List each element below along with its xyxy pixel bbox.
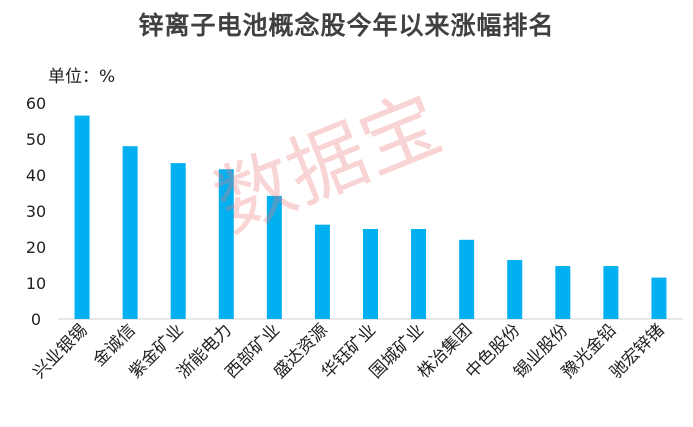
- y-tick-label: 40: [26, 166, 46, 185]
- bar: [651, 277, 667, 319]
- y-tick-label: 60: [26, 94, 46, 113]
- y-tick-label: 30: [26, 202, 46, 221]
- bar: [363, 229, 378, 319]
- y-tick-label: 20: [26, 238, 46, 257]
- bar: [266, 195, 282, 319]
- bar: [122, 146, 138, 319]
- bar: [411, 229, 427, 319]
- bar: [314, 224, 330, 319]
- bar: [74, 115, 90, 319]
- y-tick-label: 0: [31, 310, 41, 329]
- bar: [459, 239, 475, 319]
- chart-title: 锌离子电池概念股今年以来涨幅排名: [138, 11, 555, 40]
- y-tick-label: 10: [26, 274, 46, 293]
- bar: [218, 169, 234, 319]
- y-tick-label: 50: [26, 130, 46, 149]
- bar: [507, 259, 523, 319]
- unit-label: 单位：%: [48, 67, 116, 87]
- x-tick-label: 兴业银锡: [29, 320, 91, 382]
- bar: [603, 266, 619, 319]
- bar: [170, 163, 186, 319]
- bar: [555, 266, 571, 319]
